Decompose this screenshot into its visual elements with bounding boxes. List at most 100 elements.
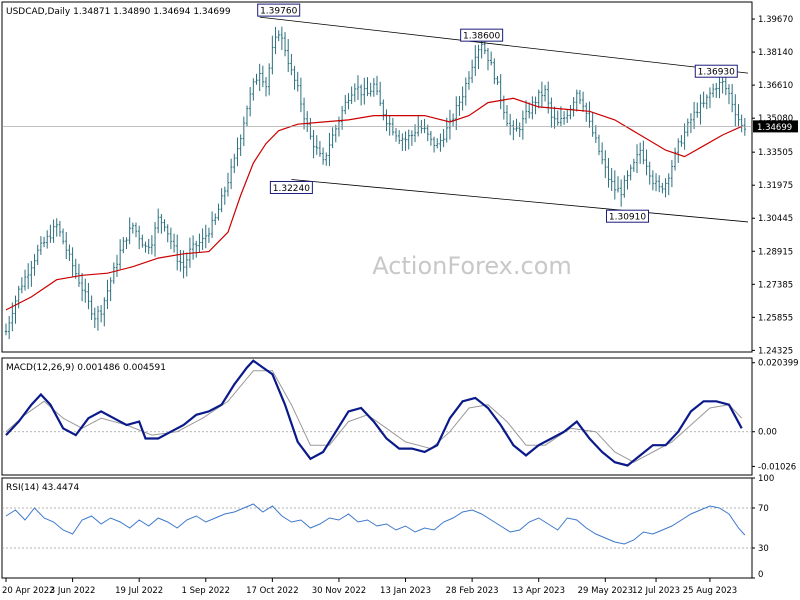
- rsi-tick-label: 0: [758, 570, 763, 580]
- price-bar: [4, 323, 8, 336]
- price-bar: [245, 105, 249, 127]
- x-tick-label: 3 Jun 2022: [50, 586, 96, 596]
- x-tick-label: 19 Jul 2022: [115, 586, 163, 596]
- price-bar: [122, 236, 125, 254]
- price-bar: [562, 111, 566, 125]
- rsi-panel: 100 70 30 0 RSI(14) 43.4474: [1, 474, 774, 580]
- macd-axis: 0.020399 0.00 -0.01026: [752, 359, 799, 472]
- price-bar: [477, 44, 480, 70]
- price-bar: [157, 208, 160, 234]
- price-bar: [109, 277, 112, 302]
- price-bar: [489, 51, 493, 66]
- price-bar: [134, 222, 138, 238]
- x-tick-label: 25 Aug 2023: [683, 586, 737, 596]
- price-callout: 1.39760: [257, 3, 301, 17]
- price-bar: [36, 244, 39, 266]
- price-bar: [160, 213, 163, 234]
- price-bar: [388, 115, 391, 136]
- x-tick-label: 12 Jul 2023: [632, 586, 680, 596]
- price-callout-label: 1.39760: [260, 7, 297, 17]
- price-bar: [616, 176, 620, 193]
- price-bar: [229, 158, 233, 190]
- rsi-lines: [2, 503, 752, 549]
- price-bar: [267, 63, 271, 96]
- price-bar: [283, 32, 287, 57]
- price-bar: [572, 96, 575, 117]
- price-bar: [258, 63, 261, 92]
- price-bar: [521, 110, 525, 140]
- price-bar: [65, 232, 68, 260]
- price-bar: [239, 134, 242, 156]
- price-callout-label: 1.30910: [609, 213, 646, 223]
- price-bar: [236, 137, 239, 167]
- price-bar: [597, 134, 601, 156]
- price-bar: [604, 150, 607, 179]
- macd-tick-label: 0.00: [758, 428, 777, 438]
- price-bar: [638, 142, 642, 164]
- price-bar: [356, 75, 360, 100]
- macd-panel-title: MACD(12,26,9) 0.001486 0.004591: [6, 363, 166, 373]
- price-bar: [451, 113, 455, 127]
- price-bar: [426, 124, 429, 142]
- price-bar: [366, 77, 369, 97]
- price-bar: [470, 59, 474, 83]
- price-bar: [642, 140, 645, 165]
- price-bar: [721, 77, 724, 94]
- price-bar: [274, 26, 277, 55]
- price-bar: [696, 102, 699, 118]
- price-bar: [299, 77, 303, 113]
- price-bar: [185, 252, 188, 277]
- price-bar: [61, 228, 65, 245]
- price-bar: [325, 152, 328, 166]
- price-bar: [90, 295, 93, 321]
- price-tick-label: 1.38140: [758, 48, 793, 58]
- price-bar: [125, 237, 128, 249]
- price-callout-box: [269, 180, 313, 194]
- price-bar: [401, 133, 404, 152]
- price-bar: [20, 277, 24, 294]
- macd-panel-frame: [1, 357, 753, 476]
- price-bar: [708, 87, 712, 109]
- price-bar: [220, 188, 223, 213]
- price-bar: [651, 170, 655, 191]
- rsi-tick-label: 70: [758, 504, 769, 514]
- price-bar: [699, 94, 702, 125]
- price-bar: [664, 178, 667, 198]
- price-bar: [455, 96, 458, 131]
- price-bar: [369, 82, 372, 97]
- price-bar: [71, 247, 74, 277]
- price-bar: [290, 53, 293, 76]
- price-bar: [80, 272, 84, 302]
- price-bar: [344, 94, 347, 115]
- price-overlays: [2, 16, 752, 311]
- price-bar: [296, 71, 299, 92]
- price-callout: 1.32240: [269, 180, 313, 194]
- price-bar: [680, 135, 683, 147]
- price-tick-label: 1.25855: [758, 313, 793, 323]
- price-bar: [740, 114, 743, 133]
- price-bar: [537, 89, 540, 109]
- price-bar: [505, 104, 509, 127]
- rsi-tick-label: 100: [758, 474, 774, 484]
- price-bar: [493, 58, 496, 85]
- price-bars: [4, 26, 747, 340]
- price-bar: [144, 241, 147, 253]
- price-bar: [30, 260, 33, 287]
- price-bar: [550, 97, 553, 128]
- price-bar: [667, 173, 670, 196]
- price-bar: [195, 240, 198, 258]
- price-bar: [711, 83, 715, 98]
- moving-average-line: [5, 97, 742, 311]
- price-bar: [163, 219, 166, 232]
- price-bar: [512, 120, 515, 141]
- price-bar: [46, 230, 49, 249]
- price-bar: [214, 213, 217, 225]
- price-bar: [610, 168, 613, 192]
- price-bar: [255, 73, 258, 85]
- price-bar: [613, 170, 617, 200]
- price-bar: [594, 125, 597, 143]
- price-bar: [210, 211, 214, 238]
- price-bar: [436, 138, 439, 149]
- price-bar: [619, 179, 623, 207]
- price-bar: [147, 238, 150, 255]
